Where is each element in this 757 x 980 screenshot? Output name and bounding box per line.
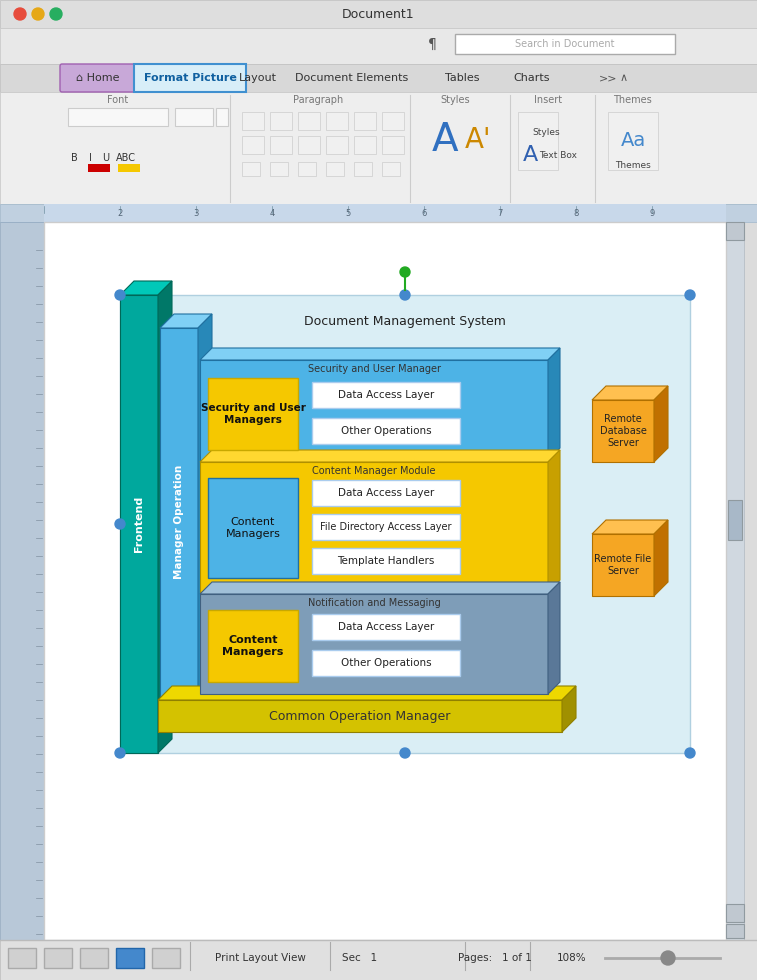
Polygon shape bbox=[548, 450, 560, 592]
Text: ∧: ∧ bbox=[620, 73, 628, 83]
Bar bbox=[44, 204, 726, 222]
Bar bbox=[0, 64, 757, 92]
Text: Font: Font bbox=[107, 95, 129, 105]
Bar bbox=[312, 650, 460, 676]
Bar bbox=[726, 924, 744, 938]
Text: Document Management System: Document Management System bbox=[304, 315, 506, 327]
Bar bbox=[354, 136, 376, 154]
Bar bbox=[175, 108, 213, 126]
Polygon shape bbox=[592, 386, 668, 400]
Bar bbox=[216, 108, 228, 126]
Text: Security and User Manager: Security and User Manager bbox=[307, 364, 441, 374]
Text: Data Access Layer: Data Access Layer bbox=[338, 488, 434, 498]
Text: >>: >> bbox=[599, 73, 617, 83]
Bar bbox=[270, 136, 292, 154]
Bar bbox=[382, 136, 404, 154]
Bar bbox=[208, 378, 298, 450]
FancyBboxPatch shape bbox=[134, 64, 246, 92]
Polygon shape bbox=[562, 686, 576, 732]
Text: Notification and Messaging: Notification and Messaging bbox=[307, 598, 441, 608]
Bar bbox=[44, 222, 726, 940]
Bar bbox=[354, 112, 376, 130]
Text: Other Operations: Other Operations bbox=[341, 658, 431, 668]
Text: Pages:   1 of 1: Pages: 1 of 1 bbox=[458, 953, 532, 963]
Text: Common Operation Manager: Common Operation Manager bbox=[269, 710, 450, 722]
Circle shape bbox=[685, 748, 695, 758]
Bar bbox=[200, 360, 548, 460]
Bar bbox=[200, 594, 548, 694]
Bar bbox=[270, 162, 288, 176]
Bar bbox=[312, 514, 460, 540]
Text: 9: 9 bbox=[650, 209, 655, 218]
Bar bbox=[326, 112, 348, 130]
Text: Themes: Themes bbox=[615, 161, 651, 170]
Text: Sec   1: Sec 1 bbox=[342, 953, 378, 963]
Text: Other Operations: Other Operations bbox=[341, 426, 431, 436]
Bar bbox=[592, 534, 654, 596]
Text: Text Box: Text Box bbox=[539, 151, 577, 160]
Text: Paragraph: Paragraph bbox=[293, 95, 343, 105]
Text: File Directory Access Layer: File Directory Access Layer bbox=[320, 522, 452, 532]
Text: Aa: Aa bbox=[621, 130, 646, 150]
Text: A: A bbox=[522, 145, 537, 165]
Bar bbox=[242, 112, 264, 130]
Bar bbox=[0, 92, 757, 204]
Text: Styles: Styles bbox=[532, 127, 560, 136]
Polygon shape bbox=[654, 520, 668, 596]
Bar bbox=[312, 548, 460, 574]
Bar bbox=[160, 328, 198, 716]
Bar bbox=[8, 948, 36, 968]
Text: 108%: 108% bbox=[557, 953, 587, 963]
Text: 4: 4 bbox=[269, 209, 275, 218]
Text: Data Access Layer: Data Access Layer bbox=[338, 390, 434, 400]
Bar bbox=[592, 400, 654, 462]
Bar bbox=[608, 112, 658, 170]
Bar bbox=[0, 0, 757, 28]
Text: Template Handlers: Template Handlers bbox=[338, 556, 435, 566]
Text: 2: 2 bbox=[117, 209, 123, 218]
Bar bbox=[298, 136, 320, 154]
Text: Remote File
Server: Remote File Server bbox=[594, 554, 652, 576]
Bar bbox=[270, 112, 292, 130]
Bar bbox=[298, 162, 316, 176]
Text: Data Access Layer: Data Access Layer bbox=[338, 622, 434, 632]
Bar bbox=[0, 222, 44, 940]
Bar bbox=[312, 614, 460, 640]
Text: Charts: Charts bbox=[514, 73, 550, 83]
FancyBboxPatch shape bbox=[60, 64, 136, 92]
Text: ⌂ Home: ⌂ Home bbox=[76, 73, 120, 83]
Bar bbox=[0, 940, 757, 980]
Text: B: B bbox=[70, 153, 77, 163]
Polygon shape bbox=[548, 348, 560, 460]
Polygon shape bbox=[200, 348, 560, 360]
Bar bbox=[80, 948, 108, 968]
Text: Frontend: Frontend bbox=[134, 496, 144, 552]
Text: Security and User
Managers: Security and User Managers bbox=[201, 403, 305, 425]
Polygon shape bbox=[200, 450, 560, 462]
Text: ¶: ¶ bbox=[428, 37, 437, 51]
Text: Themes: Themes bbox=[612, 95, 651, 105]
Text: 6: 6 bbox=[422, 209, 427, 218]
Bar bbox=[312, 382, 460, 408]
Circle shape bbox=[685, 290, 695, 300]
Text: Search in Document: Search in Document bbox=[516, 39, 615, 49]
Bar bbox=[120, 295, 690, 753]
Bar bbox=[382, 162, 400, 176]
Bar bbox=[208, 478, 298, 578]
Bar bbox=[200, 462, 548, 592]
Text: Insert: Insert bbox=[534, 95, 562, 105]
Text: 8: 8 bbox=[573, 209, 578, 218]
Bar bbox=[208, 610, 298, 682]
Bar bbox=[518, 112, 558, 170]
Circle shape bbox=[400, 267, 410, 277]
Circle shape bbox=[115, 519, 125, 529]
Bar bbox=[455, 34, 675, 54]
Text: Content
Managers: Content Managers bbox=[226, 516, 280, 539]
Text: A': A' bbox=[465, 126, 491, 154]
Bar bbox=[312, 480, 460, 506]
Circle shape bbox=[14, 8, 26, 20]
Bar bbox=[158, 700, 562, 732]
Circle shape bbox=[400, 290, 410, 300]
Polygon shape bbox=[198, 314, 212, 716]
